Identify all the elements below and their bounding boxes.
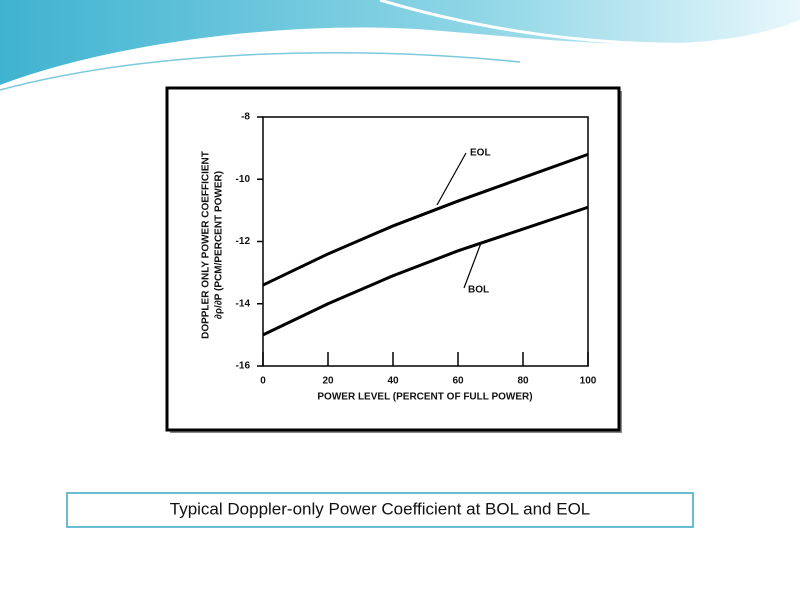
series-label: EOL	[470, 148, 491, 159]
y-tick-label: -10	[236, 174, 251, 185]
y-tick-label: -8	[241, 112, 250, 123]
x-tick-label: 20	[322, 376, 334, 387]
y-axis-label: DOPPLER ONLY POWER COEFFICIENT	[201, 151, 212, 339]
x-tick-label: 80	[517, 376, 529, 387]
y-tick-label: -14	[236, 298, 251, 309]
x-tick-label: 40	[387, 376, 399, 387]
series-line	[262, 205, 589, 337]
series-line	[262, 152, 589, 287]
x-axis-label: POWER LEVEL (PERCENT OF FULL POWER)	[317, 392, 532, 403]
x-tick-label: 0	[260, 376, 266, 387]
caption-box	[66, 492, 694, 528]
label-arrow	[436, 152, 467, 206]
y-axis-label: ∂ρ/∂P (PCM/PERCENT POWER)	[214, 171, 225, 319]
header-wave-line	[379, 0, 800, 46]
chart-frame	[165, 86, 621, 432]
label-arrow	[463, 242, 482, 289]
x-tick-label: 60	[452, 376, 464, 387]
header-wave-line	[0, 52, 521, 91]
y-tick-label: -12	[236, 236, 251, 247]
series-label: BOL	[468, 285, 489, 296]
header-wave	[0, 0, 800, 85]
x-tick-label: 100	[580, 376, 597, 387]
y-tick-label: -16	[236, 361, 251, 372]
caption: Typical Doppler-only Power Coefficient a…	[170, 499, 591, 518]
